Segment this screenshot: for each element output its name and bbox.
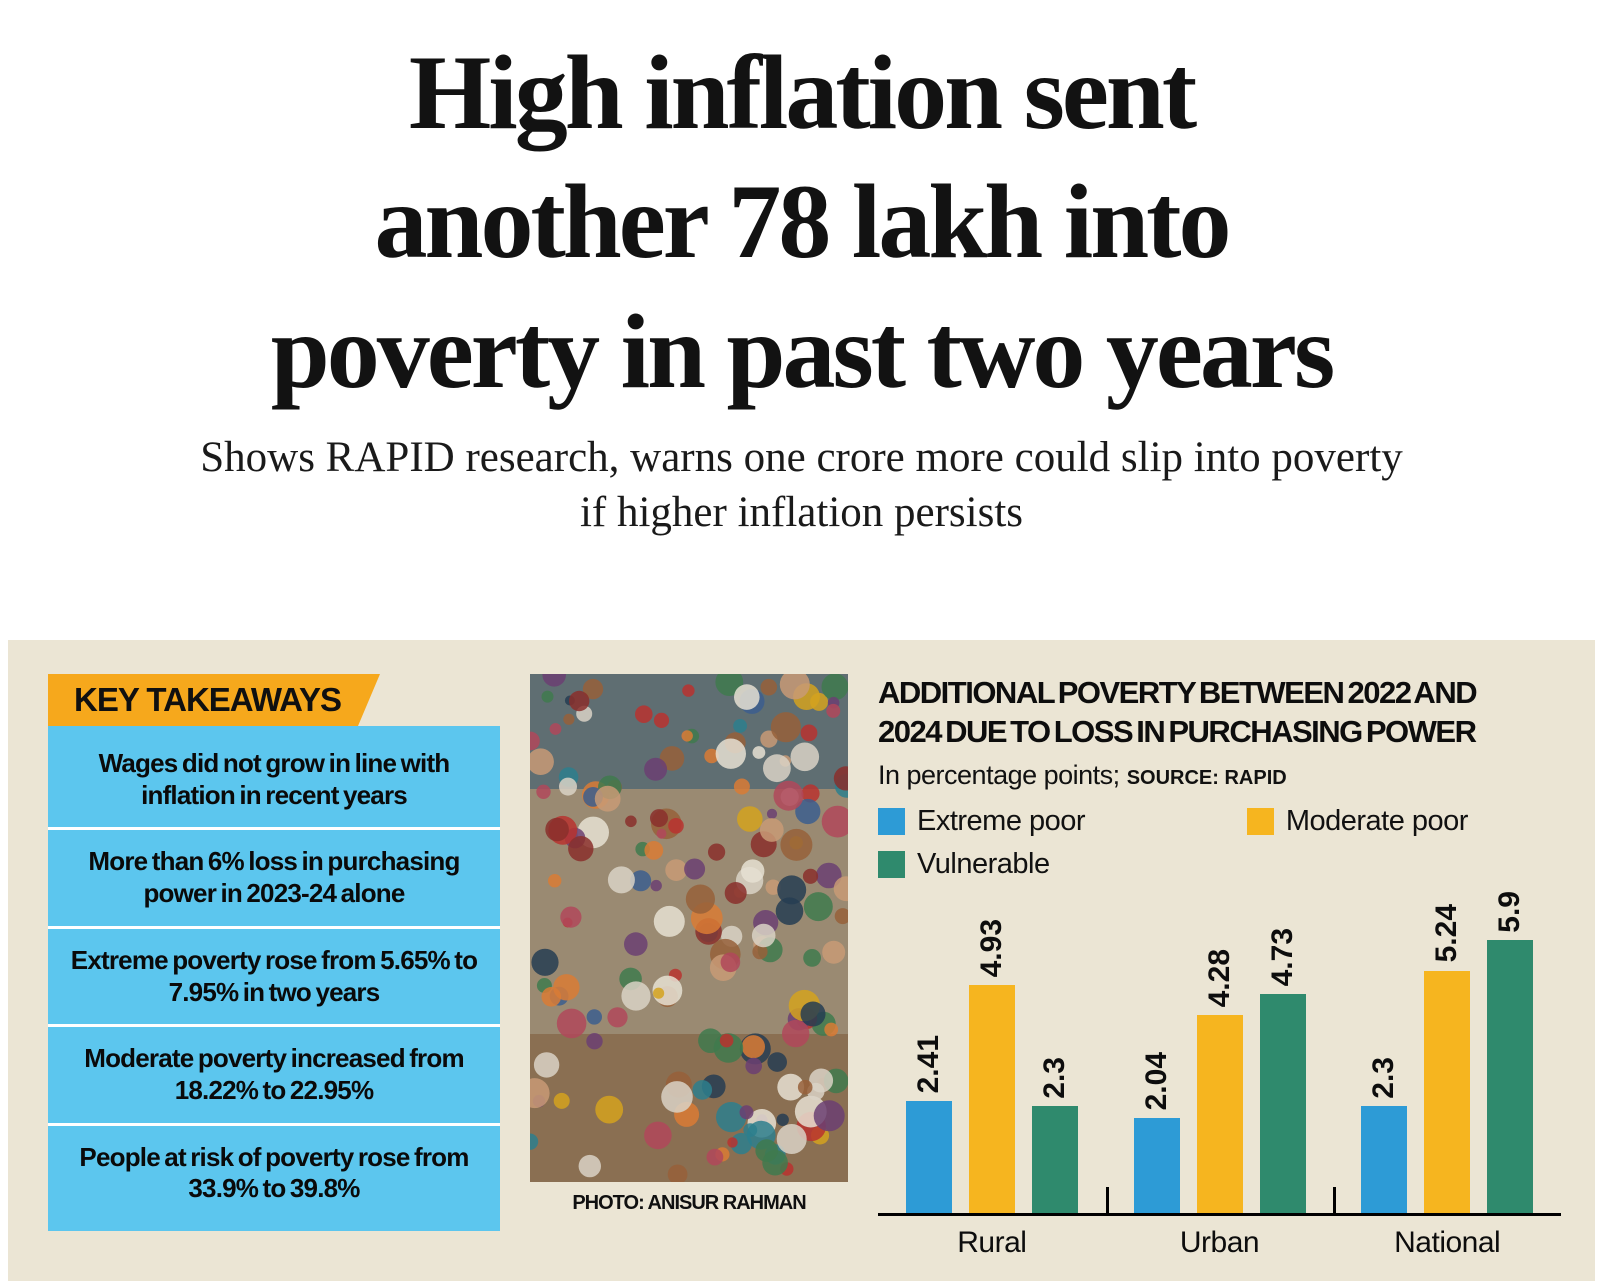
chart-source-label: SOURCE: RAPID bbox=[1126, 766, 1287, 789]
headline-line-3: poverty in past two years bbox=[270, 292, 1335, 410]
crowd-photo bbox=[530, 674, 848, 1182]
bar-value-label: 2.04 bbox=[1139, 1051, 1173, 1111]
bar-value-label: 2.3 bbox=[1037, 1056, 1071, 1099]
bar-item: 5.24 bbox=[1424, 904, 1471, 1213]
bar-value-label: 4.28 bbox=[1202, 948, 1236, 1008]
headline: High inflation sent another 78 lakh into… bbox=[0, 28, 1603, 416]
headline-line-2: another 78 lakh into bbox=[374, 163, 1232, 281]
category-label: National bbox=[1394, 1225, 1501, 1259]
bar-item: 4.73 bbox=[1259, 927, 1306, 1213]
bar-value-label: 2.3 bbox=[1367, 1056, 1401, 1099]
bar bbox=[1196, 1015, 1243, 1213]
chart-section: ADDITIONAL POVERTY BETWEEN 2022 AND 2024… bbox=[878, 674, 1561, 1259]
chart-subtitle: In percentage points; SOURCE: RAPID bbox=[878, 760, 1561, 791]
subheadline-line-2: if higher inflation persists bbox=[579, 488, 1024, 536]
photo-section: PHOTO: ANISUR RAHMAN bbox=[530, 674, 848, 1255]
bar-value-label: 4.73 bbox=[1265, 927, 1299, 987]
bar-group: 2.41 4.93 2.3 bbox=[878, 891, 1106, 1213]
key-takeaways-list: Wages did not grow in line with inflatio… bbox=[48, 726, 500, 1232]
bar bbox=[1487, 940, 1534, 1213]
bar-value-label: 2.41 bbox=[911, 1034, 945, 1094]
takeaway-item: Moderate poverty increased from 18.22% t… bbox=[48, 1024, 500, 1122]
bar bbox=[1424, 970, 1471, 1213]
takeaway-item: Wages did not grow in line with inflatio… bbox=[98, 748, 451, 810]
category-label: Rural bbox=[957, 1225, 1027, 1259]
bar-value-label: 4.93 bbox=[974, 918, 1008, 978]
category-label: Urban bbox=[1179, 1225, 1260, 1259]
bar bbox=[1259, 994, 1306, 1213]
chart-legend: Extreme poor Moderate poor Vulnerable bbox=[878, 805, 1561, 891]
bar-item: 2.04 bbox=[1133, 1051, 1180, 1213]
infographic-panel: KEY TAKEAWAYS Wages did not grow in line… bbox=[8, 640, 1595, 1281]
bar-group: 2.3 5.24 5.9 bbox=[1333, 891, 1561, 1213]
group-divider-tick bbox=[1333, 1186, 1337, 1213]
legend-item-vulnerable: Vulnerable bbox=[878, 848, 1247, 881]
chart-units-label: In percentage points; bbox=[878, 759, 1120, 790]
subheadline-line-1: Shows RAPID research, warns one crore mo… bbox=[200, 433, 1403, 481]
legend-label-moderate-poor: Moderate poor bbox=[1285, 804, 1469, 837]
legend-label-vulnerable: Vulnerable bbox=[917, 847, 1050, 880]
bar-item: 5.9 bbox=[1487, 890, 1534, 1213]
legend-label-extreme-poor: Extreme poor bbox=[917, 804, 1086, 837]
legend-swatch-extreme-poor bbox=[878, 807, 905, 835]
bar-chart: 2.41 4.93 2.3 2.04 4.28 4.73 2.3 5.24 5.9 bbox=[878, 891, 1561, 1216]
legend-item-moderate-poor: Moderate poor bbox=[1246, 804, 1561, 838]
newspaper-page: High inflation sent another 78 lakh into… bbox=[0, 28, 1603, 1281]
takeaway-item: People at risk of poverty rose from 33.9… bbox=[48, 1122, 500, 1221]
takeaway-item: Extreme poverty rose from 5.65% to 7.95%… bbox=[48, 925, 500, 1024]
bar-item: 2.3 bbox=[1361, 1056, 1408, 1213]
bar-item: 2.41 bbox=[905, 1034, 952, 1213]
headline-line-1: High inflation sent bbox=[408, 34, 1197, 151]
bar bbox=[1133, 1118, 1180, 1213]
subheadline: Shows RAPID research, warns one crore mo… bbox=[0, 430, 1603, 540]
legend-swatch-vulnerable bbox=[878, 850, 905, 878]
chart-title: ADDITIONAL POVERTY BETWEEN 2022 AND 2024… bbox=[878, 674, 1561, 752]
photo-credit: PHOTO: ANISUR RAHMAN bbox=[572, 1192, 806, 1214]
bar-group: 2.04 4.28 4.73 bbox=[1106, 891, 1334, 1213]
chart-title-line-1: ADDITIONAL POVERTY BETWEEN 2022 AND bbox=[878, 675, 1478, 710]
bar-item: 4.28 bbox=[1196, 948, 1243, 1213]
bar bbox=[1031, 1106, 1078, 1213]
bar-value-label: 5.9 bbox=[1493, 890, 1527, 933]
bar bbox=[905, 1101, 952, 1213]
bar-item: 4.93 bbox=[968, 918, 1015, 1213]
legend-swatch-moderate-poor bbox=[1246, 807, 1274, 835]
bar-item: 2.3 bbox=[1031, 1056, 1078, 1213]
chart-title-line-2: 2024 DUE TO LOSS IN PURCHASING POWER bbox=[878, 713, 1477, 749]
bar bbox=[968, 985, 1015, 1213]
key-takeaways-header: KEY TAKEAWAYS bbox=[48, 674, 380, 726]
crowd-photo-art bbox=[530, 674, 848, 1182]
bar-value-label: 5.24 bbox=[1430, 904, 1464, 963]
group-divider-tick bbox=[1105, 1186, 1109, 1213]
legend-item-extreme-poor: Extreme poor bbox=[878, 805, 1247, 838]
takeaway-item: More than 6% loss in purchasing power in… bbox=[48, 827, 500, 925]
key-takeaways-section: KEY TAKEAWAYS Wages did not grow in line… bbox=[48, 674, 500, 1255]
bar bbox=[1361, 1106, 1408, 1213]
